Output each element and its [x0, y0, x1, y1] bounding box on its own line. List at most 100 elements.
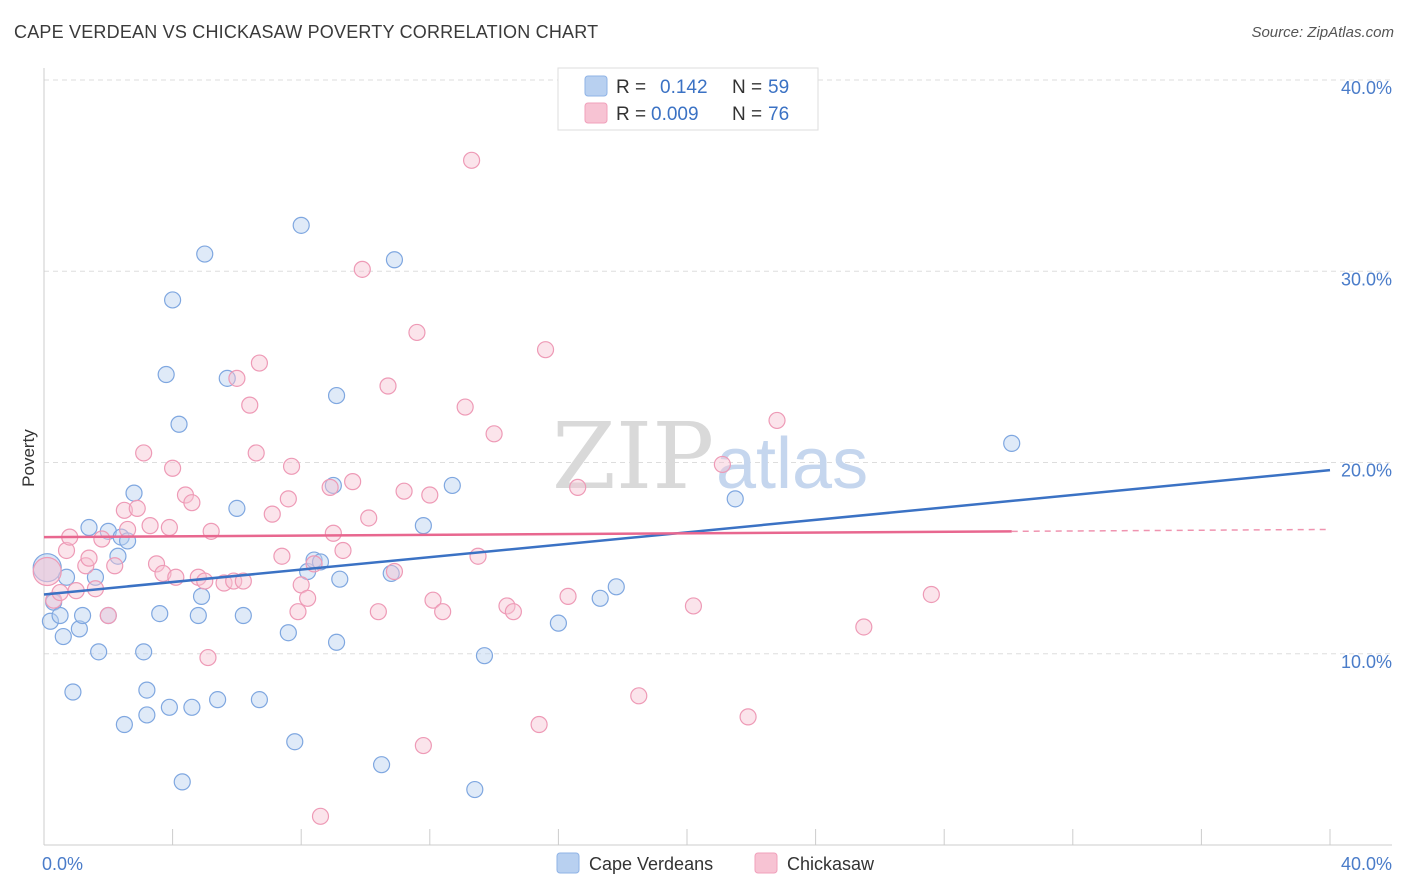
chickasaw-point	[228, 369, 246, 387]
cape-verdeans-point	[279, 624, 297, 642]
cape-verdeans-point	[209, 691, 227, 709]
chickasaw-point	[196, 572, 214, 590]
trend-lines	[43, 468, 1331, 596]
chickasaw-point	[922, 585, 940, 604]
cape-verdeans-point	[125, 484, 143, 502]
y-axis-label: Poverty	[19, 429, 38, 487]
legend-r-value-2: 0.009	[651, 104, 699, 125]
chickasaw-point	[199, 648, 217, 667]
legend-box: R = 0.142 N = 59 R = 0.009 N = 76	[557, 67, 819, 131]
cape-verdeans-point	[475, 647, 494, 665]
cape-verdeans-point	[170, 415, 188, 433]
cape-verdeans-point	[164, 291, 182, 309]
cape-verdeans-point	[591, 589, 609, 607]
cape-verdeans-point	[327, 386, 346, 405]
chickasaw-point	[160, 518, 178, 537]
legend-r-value-1: 0.142	[660, 77, 708, 98]
chickasaw-point	[504, 603, 522, 621]
chickasaw-point	[855, 618, 873, 636]
trend-line-chickasaw-extension	[1011, 528, 1331, 533]
cape-verdeans-point	[173, 773, 191, 791]
cape-verdeans-point	[54, 627, 72, 646]
bottom-legend: Cape Verdeans Chickasaw	[556, 852, 875, 874]
chickasaw-point	[353, 260, 371, 278]
y-tick-label-20: 20.0%	[1341, 461, 1392, 481]
x-tick-label-max: 40.0%	[1341, 854, 1392, 874]
chickasaw-point	[559, 587, 577, 605]
legend-swatch-blue	[584, 75, 608, 97]
chickasaw-point	[456, 398, 474, 416]
chickasaw-point	[32, 556, 62, 587]
chickasaw-point	[289, 603, 307, 621]
cape-verdeans-point	[443, 476, 461, 495]
cape-verdeans-point	[466, 780, 484, 799]
chickasaw-point	[106, 557, 124, 575]
legend-n-label-1: N =	[732, 77, 762, 98]
cape-verdeans-point	[51, 606, 69, 625]
chickasaw-point	[498, 597, 516, 615]
chickasaw-point	[344, 473, 362, 491]
y-tick-label-30: 30.0%	[1341, 269, 1392, 289]
chickasaw-point	[434, 603, 452, 621]
bottom-legend-cape-verdeans: Cape Verdeans	[589, 854, 713, 874]
chart-title: CAPE VERDEAN VS CHICKASAW POVERTY CORREL…	[14, 22, 599, 42]
chickasaw-point	[768, 411, 786, 430]
y-tick-label-10: 10.0%	[1341, 652, 1392, 672]
cape-verdeans-point	[607, 578, 625, 596]
legend-n-value-1: 59	[768, 77, 789, 98]
trend-line-chickasaw	[43, 530, 1012, 539]
cape-verdeans-point	[151, 604, 169, 623]
watermark-atlas: atlas	[716, 424, 868, 504]
cape-verdeans-point	[228, 499, 246, 517]
cape-verdeans-point	[64, 683, 82, 701]
chickasaw-point	[684, 597, 703, 615]
chickasaw-point	[299, 589, 317, 607]
chickasaw-point	[279, 490, 297, 508]
chickasaw-point	[273, 547, 291, 565]
bottom-legend-chickasaw: Chickasaw	[787, 854, 875, 874]
cape-verdeans-point	[414, 517, 432, 535]
chickasaw-point	[154, 564, 172, 583]
chickasaw-point	[739, 708, 757, 726]
cape-verdeans-point	[160, 698, 178, 716]
bottom-legend-swatch-blue	[556, 852, 580, 874]
chickasaw-point	[324, 524, 342, 542]
chickasaw-point	[421, 486, 439, 504]
chickasaw-point	[263, 505, 281, 523]
chickasaw-point	[311, 807, 330, 825]
cape-verdeans-point	[73, 606, 92, 625]
cape-verdeans-point	[331, 570, 349, 588]
chickasaw-point	[321, 478, 339, 496]
chickasaw-point	[282, 457, 301, 475]
chickasaw-point	[115, 501, 133, 519]
cape-verdeans-point	[234, 606, 252, 625]
watermark-zip: ZIP	[552, 403, 714, 510]
cape-verdeans-point	[90, 643, 108, 661]
cape-verdeans-point	[138, 706, 156, 724]
chickasaw-point	[369, 603, 387, 621]
legend-n-label-2: N =	[732, 104, 762, 125]
chickasaw-point	[164, 459, 182, 477]
legend-swatch-pink	[584, 102, 608, 124]
chickasaw-point	[360, 509, 378, 527]
cape-verdeans-point	[196, 245, 214, 263]
chickasaw-point	[234, 572, 252, 590]
cape-verdeans-point	[192, 587, 211, 605]
chickasaw-point	[536, 341, 555, 359]
cape-verdeans-point	[138, 681, 156, 699]
cape-verdeans-point	[109, 547, 127, 565]
cape-verdeans-point	[1003, 434, 1021, 452]
chickasaw-point	[385, 562, 404, 581]
chickasaw-point	[93, 530, 111, 548]
chickasaw-point	[469, 547, 487, 565]
legend-r-label-1: R =	[616, 77, 646, 98]
axes	[43, 68, 1392, 846]
chickasaw-point	[424, 591, 442, 609]
tick-labels: 10.0% 20.0% 30.0% 40.0% 0.0% 40.0%	[42, 78, 1392, 874]
chickasaw-point	[57, 541, 76, 560]
chickasaw-point	[414, 736, 432, 755]
chickasaw-point	[99, 606, 117, 625]
series-cape-verdeans-points	[32, 216, 1021, 799]
chickasaw-point	[250, 354, 269, 372]
